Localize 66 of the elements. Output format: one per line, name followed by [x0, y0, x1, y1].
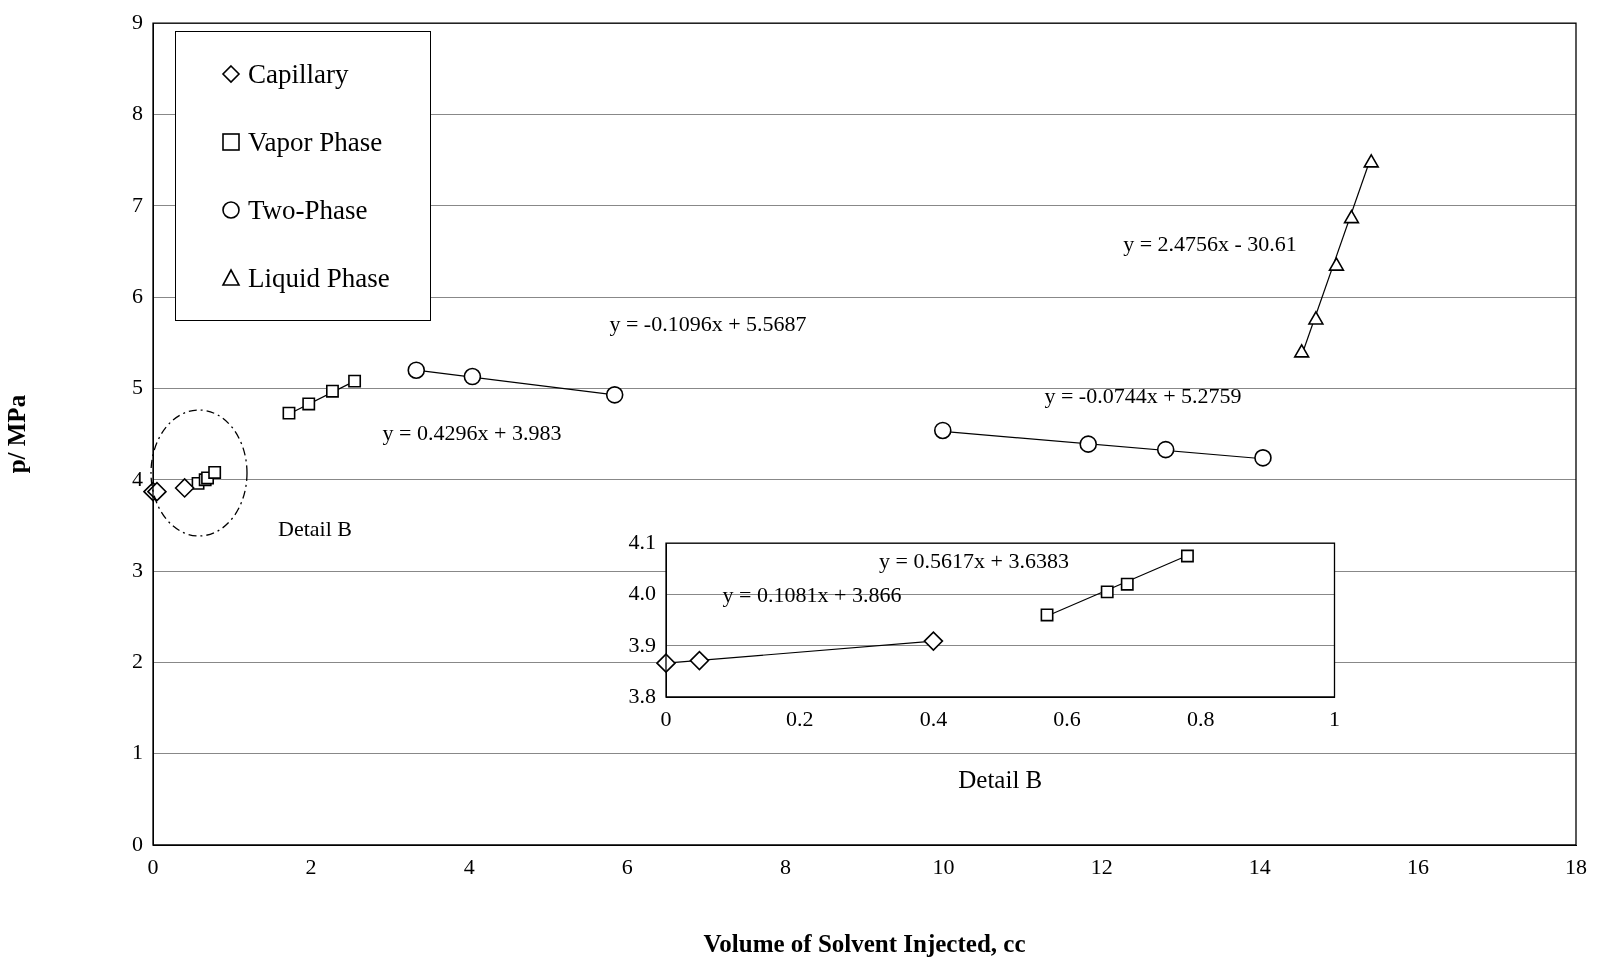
point — [689, 650, 710, 671]
y-tick-label: 3 — [132, 556, 143, 582]
y-axis-title: p/ MPa — [3, 394, 31, 474]
point — [1040, 608, 1054, 622]
point — [463, 367, 482, 386]
point — [1343, 209, 1360, 224]
point — [174, 478, 195, 498]
point — [1363, 154, 1379, 168]
y-tick-label: 4 — [132, 465, 143, 491]
y-tick-label: 7 — [132, 191, 143, 217]
point — [326, 384, 339, 398]
point — [1120, 577, 1134, 591]
point — [407, 361, 426, 379]
point — [605, 386, 624, 404]
y-tick-label: 8 — [132, 100, 143, 126]
x-axis-title: Volume of Solvent Injected, cc — [703, 930, 1026, 958]
annotation: y = 0.1081x + 3.866 — [722, 581, 902, 607]
x-tick-label: 0.4 — [919, 705, 948, 731]
annotation: y = 0.5617x + 3.6383 — [879, 547, 1069, 573]
y-tick-label: 3.9 — [628, 631, 656, 657]
x-tick-label: 12 — [1090, 853, 1113, 879]
point — [348, 374, 362, 388]
y-tick-label: 5 — [132, 374, 143, 400]
legend-label: Vapor Phase — [248, 126, 383, 158]
x-tick-label: 8 — [779, 853, 791, 879]
point — [1254, 449, 1272, 467]
y-tick-label: 2 — [132, 648, 143, 674]
x-tick-label: 0 — [660, 705, 672, 731]
y-tick-label: 1 — [132, 739, 143, 765]
y-tick-label: 6 — [132, 282, 143, 308]
x-tick-label: 10 — [932, 853, 955, 879]
x-tick-label: 16 — [1406, 853, 1429, 879]
x-tick-label: 4 — [463, 853, 475, 879]
y-tick-label: 4.1 — [628, 528, 656, 554]
y-tick-label: 3.8 — [628, 682, 656, 708]
point — [923, 631, 944, 651]
x-tick-label: 0.6 — [1053, 705, 1081, 731]
point — [282, 406, 296, 420]
point — [302, 397, 316, 411]
y-tick-label: 0 — [132, 830, 143, 856]
x-tick-label: 18 — [1565, 853, 1587, 879]
legend-label: Two-Phase — [248, 194, 368, 226]
x-tick-label: 0.2 — [785, 705, 814, 731]
x-tick-label: 2 — [305, 853, 317, 879]
y-tick-label: 9 — [132, 8, 143, 34]
annotation: Detail B — [278, 515, 352, 541]
annotation: y = 0.4296x + 3.983 — [382, 419, 562, 445]
annotation: y = -0.1096x + 5.5687 — [609, 310, 807, 336]
y-tick-label: 4.0 — [628, 580, 656, 606]
x-tick-label: 0.8 — [1187, 705, 1215, 731]
x-tick-label: 1 — [1329, 705, 1340, 731]
legend-label: Capillary — [248, 58, 349, 90]
point — [208, 465, 222, 479]
point — [1293, 344, 1310, 358]
x-tick-label: 14 — [1248, 853, 1271, 879]
legend-label: Liquid Phase — [248, 262, 390, 294]
point — [933, 421, 952, 440]
point — [1328, 257, 1345, 271]
x-axis-title: Detail B — [958, 765, 1043, 793]
point — [1180, 549, 1194, 563]
annotation: y = 2.4756x - 30.61 — [1123, 230, 1297, 256]
annotation: y = -0.0744x + 5.2759 — [1044, 382, 1242, 408]
point — [1156, 440, 1175, 459]
point — [1100, 585, 1114, 599]
point — [1308, 311, 1324, 325]
point — [1079, 435, 1098, 453]
